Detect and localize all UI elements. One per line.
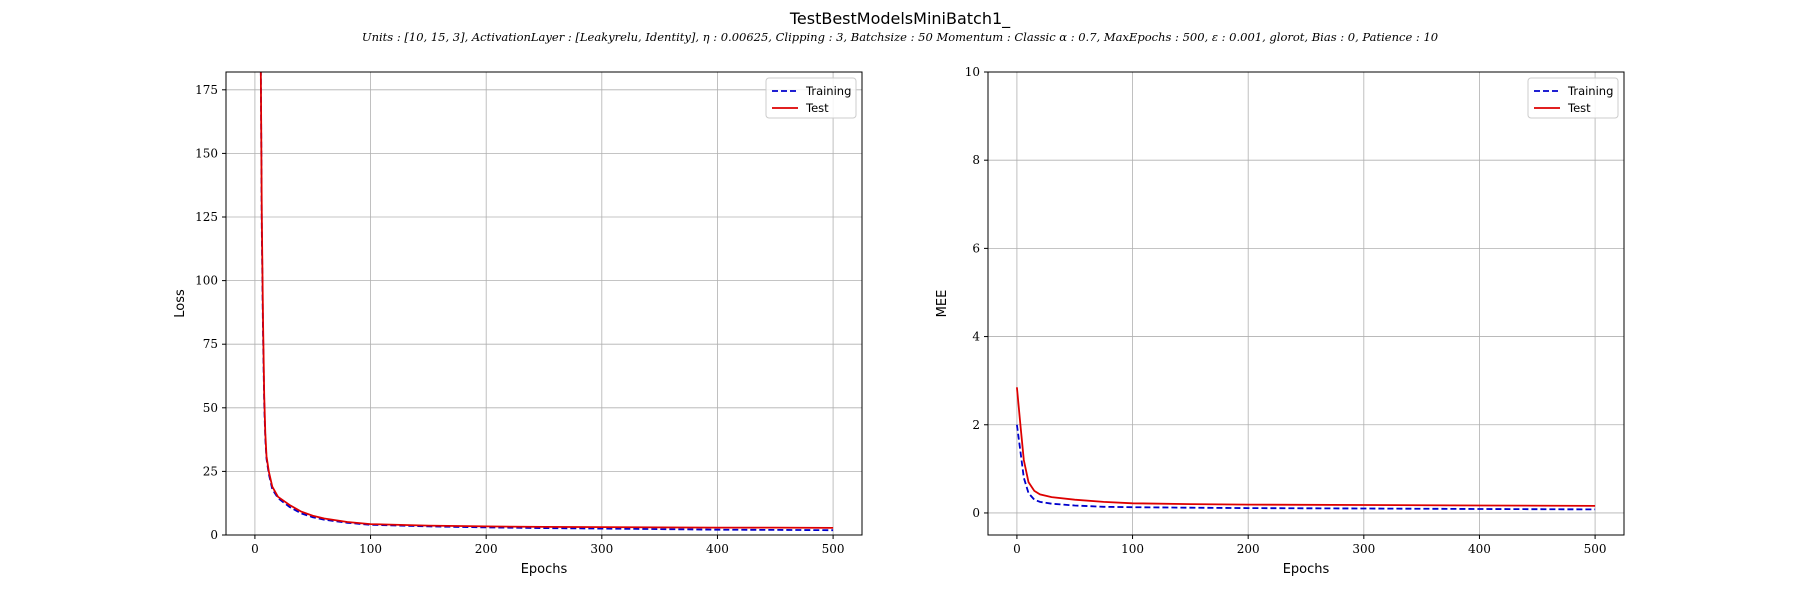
- y-tick-label: 4: [972, 330, 980, 344]
- series-line-test: [1016, 387, 1596, 507]
- x-axis-label: Epochs: [521, 562, 568, 577]
- y-tick-label: 2: [972, 418, 980, 432]
- chart-panel-2: 0 100 200 300 400 500 0 2 4 6 8 10 Epochs MEE Training…: [935, 65, 1625, 577]
- legend-label-test: Test: [1567, 101, 1591, 115]
- figure-title: TestBestModelsMiniBatch1_: [789, 9, 1011, 28]
- y-tick-label: 150: [195, 146, 218, 160]
- y-tick-label: 125: [195, 210, 218, 224]
- legend-label-training: Training: [805, 84, 851, 98]
- legend-label-test: Test: [805, 101, 829, 115]
- x-tick-label: 300: [590, 542, 613, 556]
- x-axis-label: Epochs: [1283, 562, 1330, 577]
- y-axis-label: Loss: [173, 289, 188, 318]
- chart-panel-1: 0 100 200 300 400 500 0 25 50 75 100 125 150 175 Epoch…: [173, 71, 863, 577]
- plot-frame: [987, 71, 1625, 536]
- x-tick-label: 200: [1237, 542, 1260, 556]
- y-tick-label: 0: [972, 506, 980, 520]
- plot-frame: [225, 71, 863, 536]
- figure-subtitle: Units : [10, 15, 3], ActivationLayer : […: [361, 30, 1439, 44]
- legend: Training Test: [765, 77, 857, 119]
- y-tick-label: 25: [203, 464, 218, 478]
- y-tick-label: 10: [965, 65, 980, 79]
- x-tick-label: 100: [359, 542, 382, 556]
- legend-label-training: Training: [1567, 84, 1613, 98]
- x-tick-label: 400: [706, 542, 729, 556]
- x-tick-label: 200: [475, 542, 498, 556]
- y-tick-label: 8: [972, 153, 980, 167]
- x-tick-label: 300: [1352, 542, 1375, 556]
- y-tick-label: 175: [195, 83, 218, 97]
- series-line-training: [1016, 424, 1596, 511]
- x-tick-label: 0: [251, 542, 259, 556]
- x-tick-label: 0: [1013, 542, 1021, 556]
- y-tick-label: 100: [195, 274, 218, 288]
- y-axis-label: MEE: [935, 290, 950, 318]
- legend: Training Test: [1527, 77, 1619, 119]
- x-tick-label: 500: [822, 542, 845, 556]
- x-tick-label: 100: [1121, 542, 1144, 556]
- x-tick-label: 500: [1584, 542, 1607, 556]
- y-tick-label: 50: [203, 401, 218, 415]
- y-tick-label: 75: [203, 337, 218, 351]
- series-line-test: [259, 72, 834, 529]
- y-tick-label: 6: [972, 241, 980, 255]
- x-tick-label: 400: [1468, 542, 1491, 556]
- y-tick-label: 0: [210, 528, 218, 542]
- series-line-training: [259, 72, 834, 532]
